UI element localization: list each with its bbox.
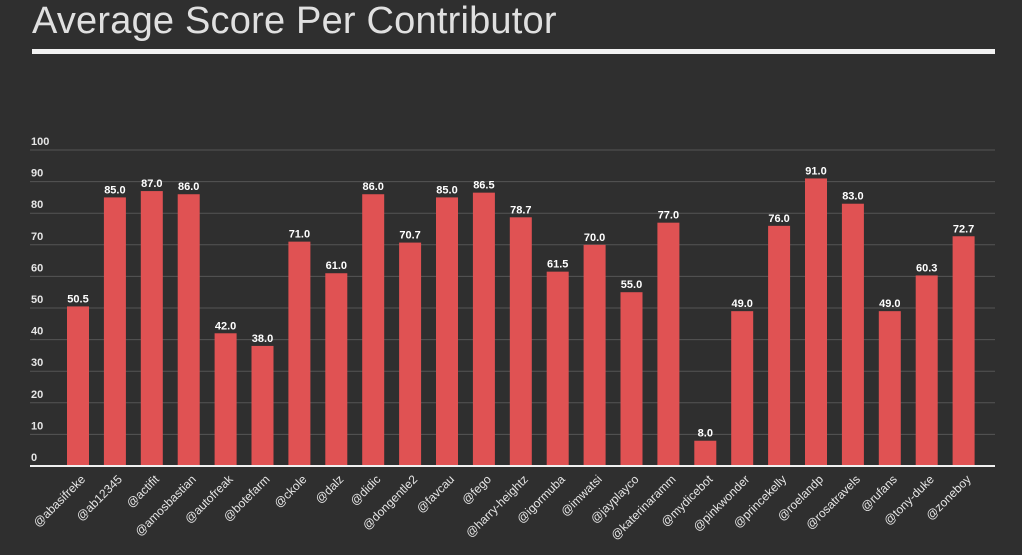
bar-autofreak [214,333,237,466]
bars [67,178,975,467]
value-label: 8.0 [698,428,713,440]
value-label: 60.3 [916,262,937,274]
bar-zoneboy [952,236,975,466]
value-label: 86.0 [178,181,199,193]
bar-roelandp [805,178,827,466]
y-tick-label: 60 [31,262,43,274]
value-label: 83.0 [842,191,863,203]
x-tick-label: @fego [459,472,494,507]
bar-ab12345 [103,197,126,466]
value-label: 61.0 [326,260,347,272]
value-label: 61.5 [547,259,568,271]
value-label: 71.0 [289,229,310,241]
value-label: 70.0 [584,232,605,244]
y-tick-label: 30 [31,357,43,369]
bar-didic [362,194,385,467]
value-label: 91.0 [805,165,826,177]
bar-mydicebot [694,440,717,466]
value-label: 38.0 [252,333,273,345]
y-tick-label: 90 [31,168,43,180]
bar-pinkwonder [731,311,754,466]
value-label: 70.7 [399,230,420,242]
bar-amosbastian [177,194,200,467]
value-label: 49.0 [731,298,752,310]
value-label: 86.5 [473,180,494,192]
y-tick-label: 10 [31,420,43,432]
y-axis-ticks: 0 10 20 30 40 50 60 70 80 90 100 [31,136,49,464]
bar-actifit [140,191,163,466]
y-tick-label: 0 [31,452,37,464]
x-tick-label: @ckole [271,472,310,511]
bar-katerinaramm [657,222,680,466]
title-underline [32,49,995,54]
value-label: 78.7 [510,204,531,216]
y-tick-label: 40 [31,326,43,338]
bar-abasifreke [67,306,89,466]
y-tick-label: 100 [31,136,49,148]
bar-jayplayco [620,292,643,466]
value-label: 77.0 [658,210,679,222]
y-tick-label: 70 [31,231,43,243]
value-label: 72.7 [953,223,974,235]
chart-title: Average Score Per Contributor [32,0,557,42]
value-label: 49.0 [879,298,900,310]
bar-botefarm [251,345,274,466]
bar-rufans [878,311,901,466]
value-label: 50.5 [67,293,88,305]
value-label: 55.0 [621,279,642,291]
y-tick-label: 20 [31,389,43,401]
value-label: 87.0 [141,178,162,190]
bar-igormuba [546,271,569,466]
bar-dongentle2 [399,242,422,466]
value-label: 76.0 [768,213,789,225]
x-axis-labels: @abasifreke@ab12345@actifit@amosbastian@… [30,472,973,543]
x-tick-label: @favcau [414,472,458,516]
value-label: 42.0 [215,320,236,332]
y-tick-label: 80 [31,199,43,211]
bar-rosatravels [841,203,864,466]
x-tick-label: @dalz [312,472,346,506]
value-labels: 50.5 85.0 87.0 86.0 42.0 38.0 71.0 61.0 86.0 70.7… [67,165,974,439]
bar-ckole [288,241,311,466]
value-label: 85.0 [436,184,457,196]
bar-fego [472,192,495,466]
x-tick-label: @didic [347,472,383,508]
value-label: 86.0 [362,181,383,193]
y-tick-label: 50 [31,294,43,306]
value-label: 85.0 [104,184,125,196]
bar-princekelly [768,225,791,466]
bar-harry-heightz [509,217,532,466]
x-tick-label: @katerinaramm [608,472,678,542]
bar-imwatsi [583,244,606,466]
bar-favcau [436,197,458,466]
bar-tony-duke [915,275,938,466]
bar-dalz [325,273,348,466]
